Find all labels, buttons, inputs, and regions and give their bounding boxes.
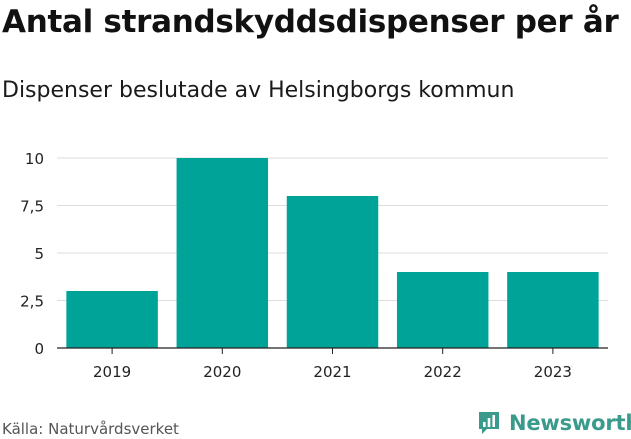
y-tick-label: 10 [25,150,44,168]
bar [176,158,269,348]
y-tick-label: 5 [34,245,44,263]
x-tick-label: 2022 [424,363,462,381]
bar [66,291,158,348]
x-tick-label: 2020 [203,363,241,381]
y-tick-label: 0 [34,340,44,358]
bar-chart: 0 2,5 5 7,5 10 2019 2020 2021 2022 2023 [20,150,608,381]
y-tick-label: 2,5 [20,293,44,311]
brand-logo: Newsworthy [477,408,631,438]
y-tick-label: 7,5 [20,198,44,216]
x-tick-label: 2023 [534,363,572,381]
source-note: Källa: Naturvårdsverket [2,420,179,438]
chart-title: Antal strandskyddsdispenser per år [2,4,619,40]
bar [396,272,489,348]
bar [286,196,379,348]
x-tick-label: 2019 [93,363,131,381]
x-tick-label: 2021 [313,363,351,381]
newsworthy-logo-icon [479,412,499,434]
brand-name: Newsworthy [509,411,631,435]
bar [507,272,599,348]
chart-subtitle: Dispenser beslutade av Helsingborgs komm… [2,78,515,103]
